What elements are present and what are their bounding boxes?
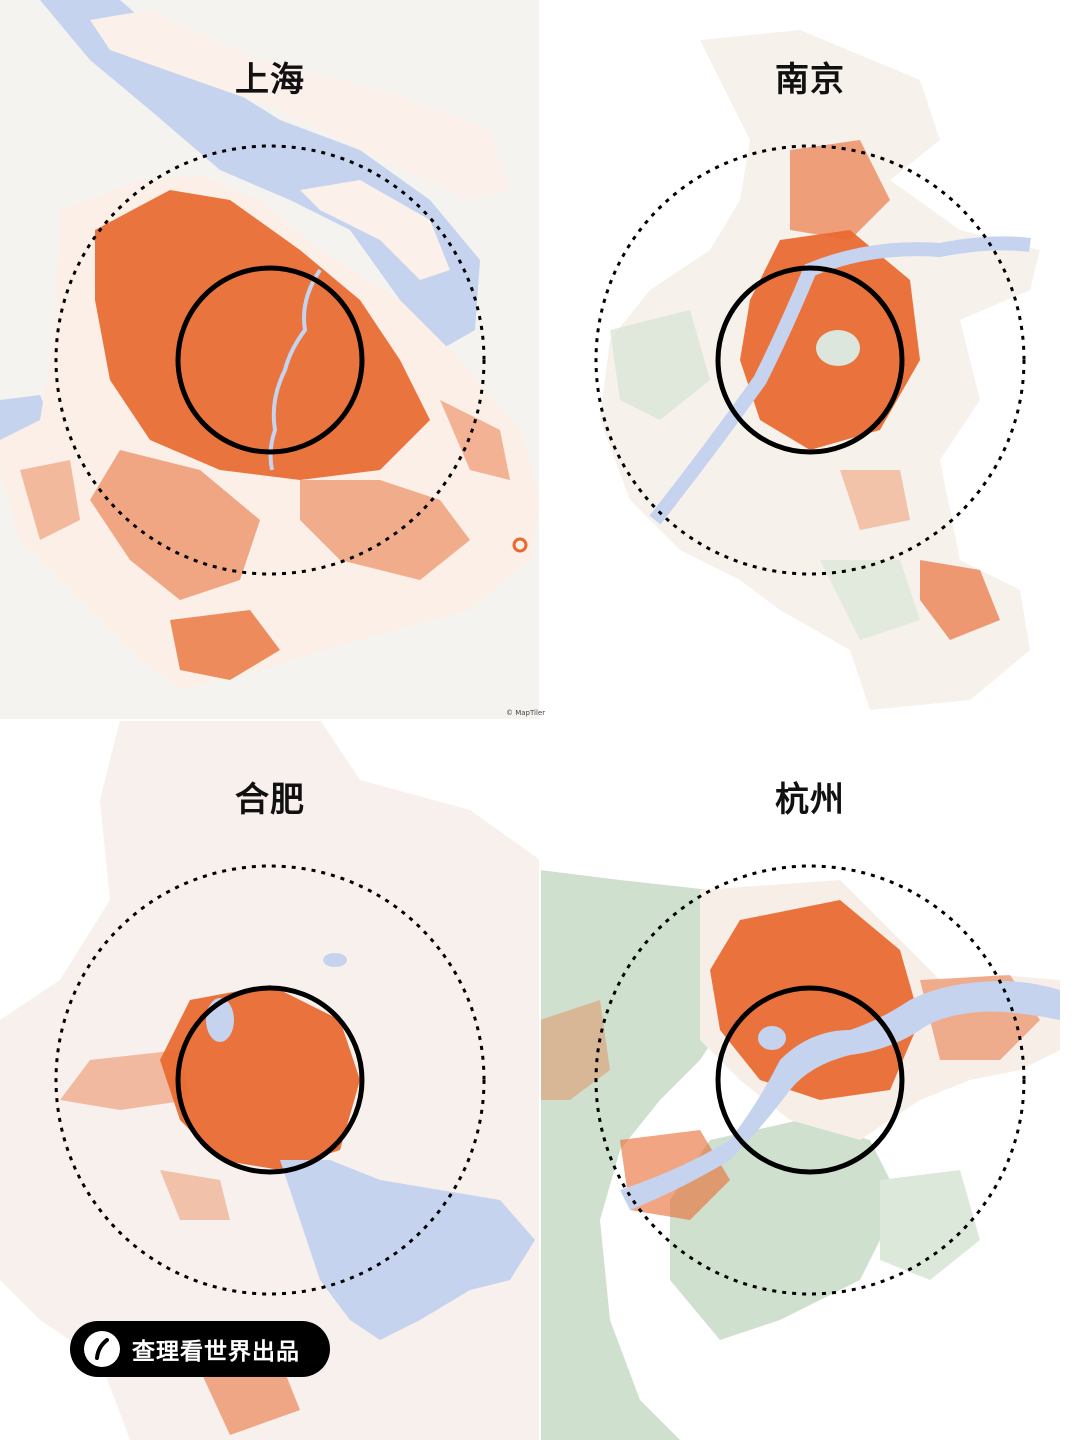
nanjing-map: [540, 0, 1080, 720]
outer-ring: [594, 144, 1026, 576]
map-panel-hangzhou: 杭州: [540, 720, 1080, 1440]
map-panel-nanjing: 南京: [540, 0, 1080, 720]
map-panel-hefei: 合肥: [0, 720, 540, 1440]
city-label-hangzhou: 杭州: [775, 780, 845, 820]
map-attribution[interactable]: © MapTiler: [506, 709, 546, 717]
inner-ring: [175, 265, 365, 455]
city-label-nanjing: 南京: [775, 60, 845, 100]
shanghai-map: [0, 0, 540, 720]
inner-ring: [175, 985, 365, 1175]
outer-ring: [594, 864, 1026, 1296]
slash-logo-icon: [84, 1331, 120, 1367]
city-label-shanghai: 上海: [235, 60, 305, 100]
inner-ring: [715, 985, 905, 1175]
hefei-map: [0, 720, 540, 1440]
city-label-hefei: 合肥: [235, 780, 305, 820]
brand-badge: 查理看世界出品: [70, 1321, 330, 1377]
panel-divider-horizontal: [0, 719, 1080, 721]
outer-ring: [54, 864, 486, 1296]
hangzhou-map: [540, 720, 1080, 1440]
map-panel-shanghai: 上海: [0, 0, 540, 720]
inner-ring: [715, 265, 905, 455]
brand-text: 查理看世界出品: [132, 1339, 300, 1365]
outer-ring: [54, 144, 486, 576]
